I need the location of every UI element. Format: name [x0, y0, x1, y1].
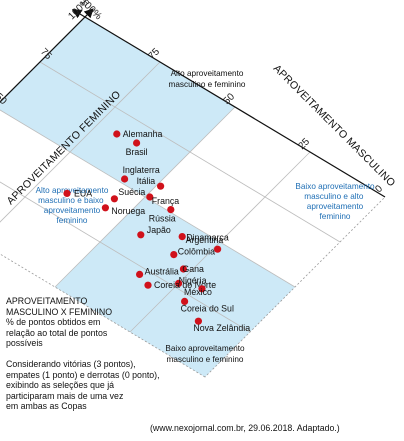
grid-line: [39, 61, 341, 243]
country-label-dinamarca: Dinamarca: [186, 233, 229, 243]
notes-method-line: empates (1 ponto) e derrotas (0 ponto),: [6, 369, 160, 380]
data-point-colombia: [170, 251, 178, 259]
data-point-coreia-do-sul: [181, 297, 189, 305]
country-label-eua: EUA: [74, 188, 92, 198]
data-point-franca: [146, 193, 154, 201]
chart-notes: APROVEITAMENTO MASCULINO X FEMININO % de…: [6, 296, 160, 412]
country-label-nigeria: Nigéria: [179, 275, 207, 285]
female-axis-tick-label: 0: [373, 183, 385, 195]
data-point-argentina: [214, 245, 222, 253]
male-axis-line: [0, 8, 94, 103]
country-label-franca: França: [152, 196, 179, 206]
data-point-inglaterra: [121, 175, 129, 183]
notes-desc-line: possíveis: [6, 338, 43, 349]
data-point-eua: [63, 189, 71, 197]
data-point-mexico: [198, 285, 206, 293]
notes-title-line: MASCULINO X FEMININO: [6, 306, 113, 317]
country-label-gana: Gana: [182, 264, 204, 274]
data-point-brasil: [133, 139, 141, 147]
data-point-suecia: [110, 195, 118, 203]
data-point-alemanha: [113, 130, 121, 138]
country-label-alemanha: Alemanha: [123, 129, 163, 139]
data-point-gana: [179, 265, 187, 273]
quadrant-right-label: Baixo aproveitamento masculino e alto apr…: [295, 182, 375, 221]
country-label-coreia-do-norte: Coreia do Norte: [154, 280, 216, 290]
notes-method-line: participaram mais de uma vez: [6, 390, 124, 401]
notes-method-line: em ambas as Copas: [6, 401, 87, 412]
grid-line: [0, 61, 161, 223]
country-label-coreia-do-sul: Coreia do Sul: [181, 303, 234, 313]
notes-method-line: exibindo as seleções que já: [6, 380, 115, 391]
country-label-nova-zelandia: Nova Zelândia: [193, 323, 250, 333]
quadrant-left-label: Alto aproveitamento masculino e baixo apr…: [36, 186, 109, 225]
country-label-mexico: México: [184, 287, 212, 297]
country-label-italia: Itália: [137, 176, 156, 186]
quadrant-top-label: Alto aproveitamento masculino e feminino: [169, 69, 246, 89]
data-point-australia: [136, 270, 144, 278]
country-label-russia: Rússia: [149, 214, 176, 224]
country-label-australia: Austrália: [145, 266, 179, 276]
country-label-suecia: Suécia: [118, 187, 145, 197]
notes-title-line: APROVEITAMENTO: [6, 296, 88, 306]
country-label-japao: Japão: [147, 225, 171, 235]
male-axis-tick-label: 50: [0, 91, 9, 107]
data-point-nova-zelandia: [194, 317, 202, 325]
notes-method-line: Considerando vitórias (3 pontos),: [6, 358, 136, 369]
country-label-brasil: Brasil: [126, 147, 148, 157]
source-citation: (www.nexojornal.com.br, 29.06.2018. Adap…: [150, 423, 340, 433]
data-point-noruega: [101, 204, 109, 212]
data-point-dinamarca: [178, 233, 186, 241]
data-point-coreia-do-norte: [144, 281, 152, 289]
data-point-russia: [167, 206, 175, 214]
data-point-nigeria: [175, 279, 183, 287]
country-label-noruega: Noruega: [111, 206, 145, 216]
chart-grid: [0, 61, 341, 333]
female-axis-tick-label: 25: [296, 136, 312, 152]
female-axis-line: [71, 9, 386, 198]
country-label-inglaterra: Inglaterra: [123, 165, 160, 175]
data-point-japao: [137, 231, 145, 239]
grid-line: [0, 109, 296, 288]
male-axis-title: APROVEITAMENTO MASCULINO: [271, 63, 398, 190]
data-point-italia: [157, 182, 165, 190]
country-label-argentina: Argentina: [186, 235, 224, 245]
notes-desc-line: relação ao total de pontos: [6, 327, 108, 338]
high-performance-band: [0, 17, 235, 197]
country-label-colombia: Colômbia: [178, 247, 215, 257]
quadrant-bottom-label: Baixo aproveitamento masculino e feminino: [165, 344, 245, 364]
notes-desc-line: % de pontos obtidos em: [6, 317, 101, 328]
